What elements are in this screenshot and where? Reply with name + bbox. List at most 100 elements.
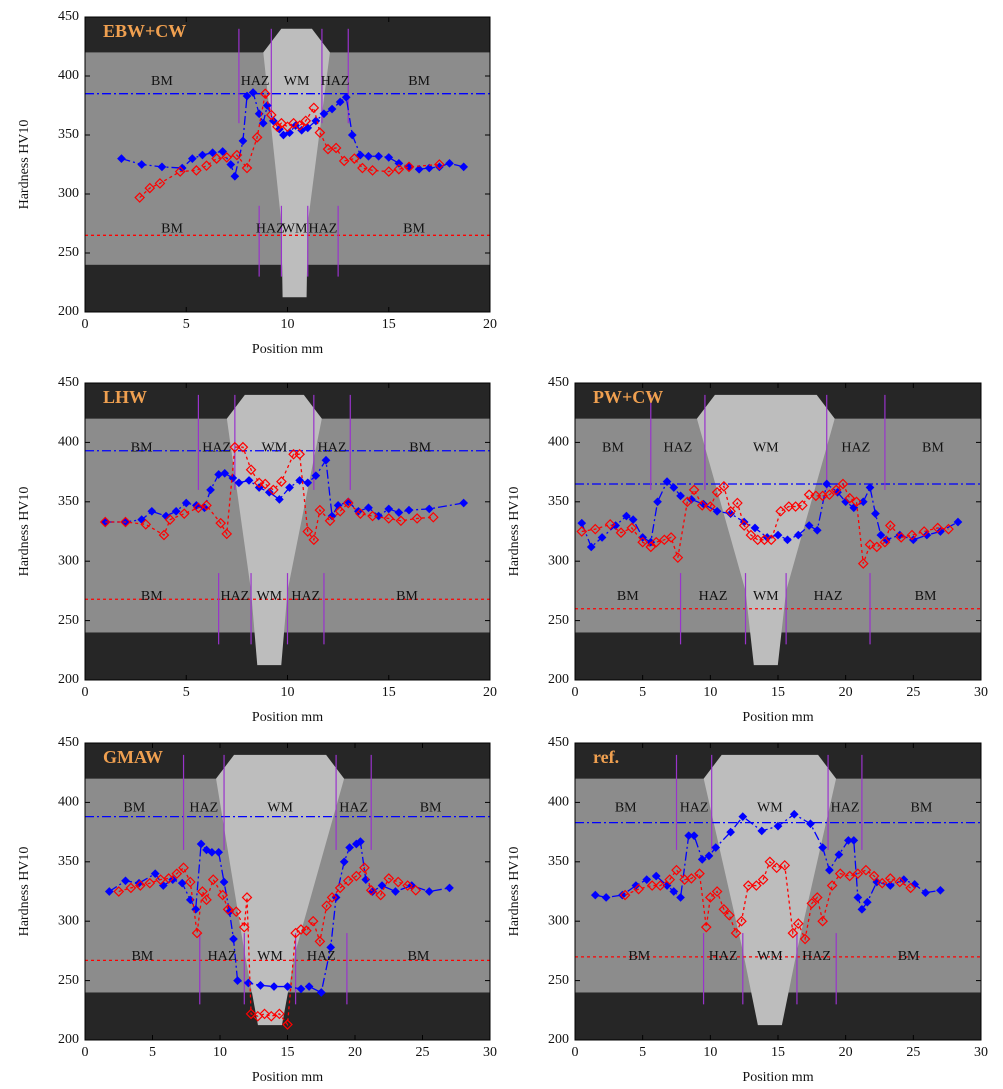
- region-label: HAZ: [220, 589, 249, 604]
- region-label: WM: [262, 441, 288, 456]
- y-tick-label: 200: [58, 672, 79, 687]
- y-tick-label: 200: [58, 304, 79, 319]
- region-label: WM: [257, 949, 283, 964]
- region-label: BM: [409, 441, 431, 456]
- region-label: BM: [131, 441, 153, 456]
- region-label: HAZ: [663, 441, 692, 456]
- x-tick-label: 5: [183, 685, 190, 700]
- chart-title: ref.: [593, 747, 619, 767]
- x-tick-label: 5: [639, 1045, 646, 1060]
- x-tick-label: 10: [703, 1045, 717, 1060]
- x-tick-label: 20: [483, 685, 497, 700]
- region-label: BM: [898, 949, 920, 964]
- y-tick-label: 300: [58, 913, 79, 928]
- y-tick-label: 450: [548, 735, 569, 750]
- region-label: WM: [267, 801, 293, 816]
- region-label: HAZ: [339, 801, 368, 816]
- x-tick-label: 20: [483, 317, 497, 332]
- region-label: BM: [911, 801, 933, 816]
- region-label: BM: [922, 441, 944, 456]
- region-label: BM: [408, 949, 430, 964]
- region-label: WM: [284, 74, 310, 89]
- region-label: BM: [602, 441, 624, 456]
- x-tick-label: 10: [213, 1045, 227, 1060]
- region-label: HAZ: [307, 949, 336, 964]
- region-label: HAZ: [256, 222, 285, 237]
- y-tick-label: 450: [58, 9, 79, 24]
- region-label: HAZ: [291, 589, 320, 604]
- x-tick-label: 0: [82, 317, 89, 332]
- region-label: HAZ: [699, 589, 728, 604]
- region-label: BM: [161, 222, 183, 237]
- y-tick-label: 400: [548, 435, 569, 450]
- region-label: HAZ: [189, 801, 218, 816]
- region-label: BM: [615, 801, 637, 816]
- x-tick-label: 25: [906, 1045, 920, 1060]
- panel: BMHAZWMHAZBMBMHAZWMHAZBM2002503003504004…: [17, 9, 497, 357]
- figure: BMHAZWMHAZBMBMHAZWMHAZBM2002503003504004…: [0, 0, 1003, 1089]
- region-label: BM: [151, 74, 173, 89]
- x-axis-label: Position mm: [252, 710, 323, 725]
- x-tick-label: 15: [281, 1045, 295, 1060]
- x-tick-label: 5: [183, 317, 190, 332]
- x-tick-label: 10: [703, 685, 717, 700]
- y-tick-label: 200: [58, 1032, 79, 1047]
- y-tick-label: 250: [548, 973, 569, 988]
- y-tick-label: 450: [58, 375, 79, 390]
- y-tick-label: 400: [548, 795, 569, 810]
- y-tick-label: 300: [548, 553, 569, 568]
- chart-title: GMAW: [103, 747, 163, 767]
- y-tick-label: 450: [58, 735, 79, 750]
- y-tick-label: 300: [548, 913, 569, 928]
- y-axis-label: Hardness HV10: [507, 847, 522, 937]
- plot-area: [85, 17, 490, 312]
- plot-area: [575, 383, 981, 680]
- region-label: HAZ: [321, 74, 350, 89]
- plot-area: [85, 743, 490, 1040]
- chart-title: EBW+CW: [103, 21, 186, 41]
- region-label: BM: [628, 949, 650, 964]
- y-tick-label: 450: [548, 375, 569, 390]
- chart-title: LHW: [103, 387, 147, 407]
- y-tick-label: 200: [548, 672, 569, 687]
- x-tick-label: 5: [639, 685, 646, 700]
- y-tick-label: 400: [58, 68, 79, 83]
- x-axis-label: Position mm: [742, 710, 813, 725]
- region-label: BM: [403, 222, 425, 237]
- region-label: WM: [757, 801, 783, 816]
- y-tick-label: 300: [58, 186, 79, 201]
- region-label: BM: [396, 589, 418, 604]
- x-tick-label: 20: [839, 1045, 853, 1060]
- region-label: BM: [141, 589, 163, 604]
- region-label: WM: [256, 589, 282, 604]
- y-tick-label: 300: [58, 553, 79, 568]
- x-tick-label: 5: [149, 1045, 156, 1060]
- x-tick-label: 10: [281, 685, 295, 700]
- y-tick-label: 350: [548, 494, 569, 509]
- chart-title: PW+CW: [593, 387, 663, 407]
- x-tick-label: 15: [382, 317, 396, 332]
- region-label: BM: [131, 949, 153, 964]
- region-label: HAZ: [802, 949, 831, 964]
- y-tick-label: 250: [548, 613, 569, 628]
- region-label: HAZ: [208, 949, 237, 964]
- x-tick-label: 0: [572, 685, 579, 700]
- panel: BMHAZWMHAZBMBMHAZWMHAZBM2002503003504004…: [507, 375, 988, 725]
- y-axis-label: Hardness HV10: [17, 120, 32, 210]
- x-tick-label: 20: [348, 1045, 362, 1060]
- x-tick-label: 15: [382, 685, 396, 700]
- region-label: HAZ: [202, 441, 231, 456]
- x-tick-label: 25: [906, 685, 920, 700]
- x-tick-label: 15: [771, 685, 785, 700]
- x-tick-label: 30: [483, 1045, 497, 1060]
- x-tick-label: 25: [416, 1045, 430, 1060]
- x-tick-label: 30: [974, 1045, 988, 1060]
- region-label: HAZ: [680, 801, 709, 816]
- y-tick-label: 350: [58, 854, 79, 869]
- region-label: HAZ: [841, 441, 870, 456]
- y-tick-label: 350: [58, 494, 79, 509]
- x-tick-label: 0: [572, 1045, 579, 1060]
- x-axis-label: Position mm: [252, 342, 323, 357]
